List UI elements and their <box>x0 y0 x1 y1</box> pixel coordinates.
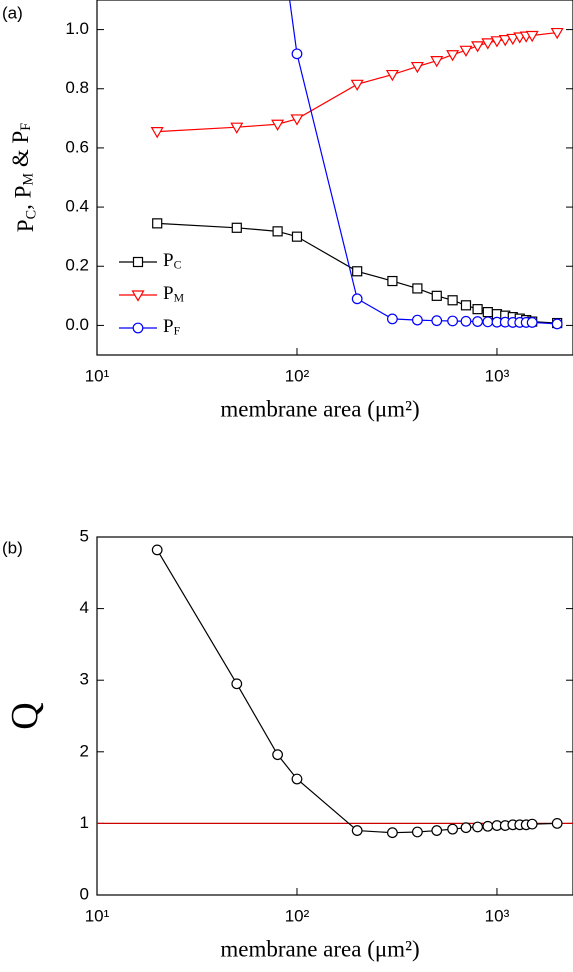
data-point <box>431 290 442 301</box>
data-point <box>498 35 512 47</box>
x-tick-label: 10¹ <box>85 366 110 385</box>
data-point <box>525 30 539 43</box>
data-point <box>290 114 304 126</box>
data-point <box>447 315 458 327</box>
data-point <box>447 295 458 306</box>
data-point <box>350 79 364 92</box>
data-point <box>151 544 163 556</box>
plot-frame <box>96 0 573 356</box>
series-line <box>289 0 558 325</box>
y-tick-label: 4 <box>80 598 89 617</box>
data-point <box>482 820 494 832</box>
data-point <box>431 315 443 327</box>
data-point <box>271 119 285 131</box>
data-point <box>411 314 423 326</box>
data-point <box>430 56 444 68</box>
y-tick-label: 2 <box>80 741 89 760</box>
legend-label: PF​ <box>163 316 181 337</box>
data-point <box>385 69 399 82</box>
data-point <box>387 275 398 287</box>
data-point <box>482 316 494 328</box>
data-point <box>386 313 398 325</box>
data-point <box>411 826 423 838</box>
y-tick-label: 1.0 <box>65 19 89 38</box>
data-point <box>150 127 164 139</box>
data-point <box>231 222 242 233</box>
y-tick-label: 0.0 <box>65 315 89 334</box>
data-point <box>472 821 483 833</box>
data-point <box>471 41 485 53</box>
legend-marker <box>132 322 144 334</box>
data-point <box>352 266 363 277</box>
data-point <box>291 48 303 60</box>
data-point <box>412 283 423 294</box>
data-point <box>351 825 363 836</box>
x-tick-label: 10¹ <box>85 906 110 925</box>
data-point <box>291 773 303 785</box>
y-tick-label: 0.2 <box>65 256 89 275</box>
y-tick-label: 1 <box>80 813 89 832</box>
y-tick-label: 0.4 <box>65 197 89 216</box>
plot-area <box>97 544 573 839</box>
data-point <box>231 678 243 690</box>
x-axis-label: membrane area (μm²) <box>220 396 419 421</box>
panel-label: (b) <box>2 538 23 557</box>
data-point <box>526 317 538 328</box>
data-point <box>472 316 483 327</box>
data-point <box>230 122 244 134</box>
y-axis-label: PC​, PM​ & PF​ <box>8 123 40 232</box>
data-point <box>472 304 483 315</box>
x-axis-label: membrane area (μm²) <box>220 936 419 961</box>
data-point <box>551 318 563 330</box>
data-point <box>272 226 283 237</box>
data-point <box>526 818 538 830</box>
panel-label: (a) <box>2 3 23 22</box>
data-point <box>386 827 398 839</box>
data-point <box>459 45 473 57</box>
series-line <box>156 549 558 834</box>
data-point <box>351 293 363 305</box>
legend-label: PC​ <box>163 250 182 271</box>
plot-frame <box>96 536 573 896</box>
data-point <box>410 61 424 74</box>
data-point <box>506 33 520 46</box>
data-point <box>291 231 303 242</box>
data-point <box>550 27 564 40</box>
data-point <box>482 307 493 318</box>
y-tick-label: 3 <box>80 670 89 689</box>
x-tick-label: 10³ <box>485 906 510 925</box>
legend-marker <box>132 256 144 268</box>
data-point <box>460 300 472 311</box>
data-point <box>551 818 563 829</box>
x-tick-label: 10³ <box>485 366 510 385</box>
data-point <box>481 38 495 50</box>
data-point <box>152 218 163 229</box>
y-tick-label: 0 <box>80 884 89 903</box>
data-point <box>490 36 504 48</box>
legend-label: PM​ <box>163 283 185 304</box>
y-axis-label: Q <box>4 702 46 729</box>
data-point <box>446 50 460 62</box>
x-tick-label: 10² <box>285 366 310 385</box>
data-point <box>272 749 284 761</box>
y-tick-label: 0.6 <box>65 137 89 156</box>
plot-area <box>150 0 564 330</box>
x-tick-label: 10² <box>285 906 310 925</box>
data-point <box>431 825 443 836</box>
data-point <box>447 823 458 835</box>
data-point <box>460 822 472 834</box>
legend-marker <box>131 290 145 302</box>
y-tick-label: 5 <box>80 526 89 545</box>
y-tick-label: 0.8 <box>65 78 89 97</box>
data-point <box>460 315 472 327</box>
